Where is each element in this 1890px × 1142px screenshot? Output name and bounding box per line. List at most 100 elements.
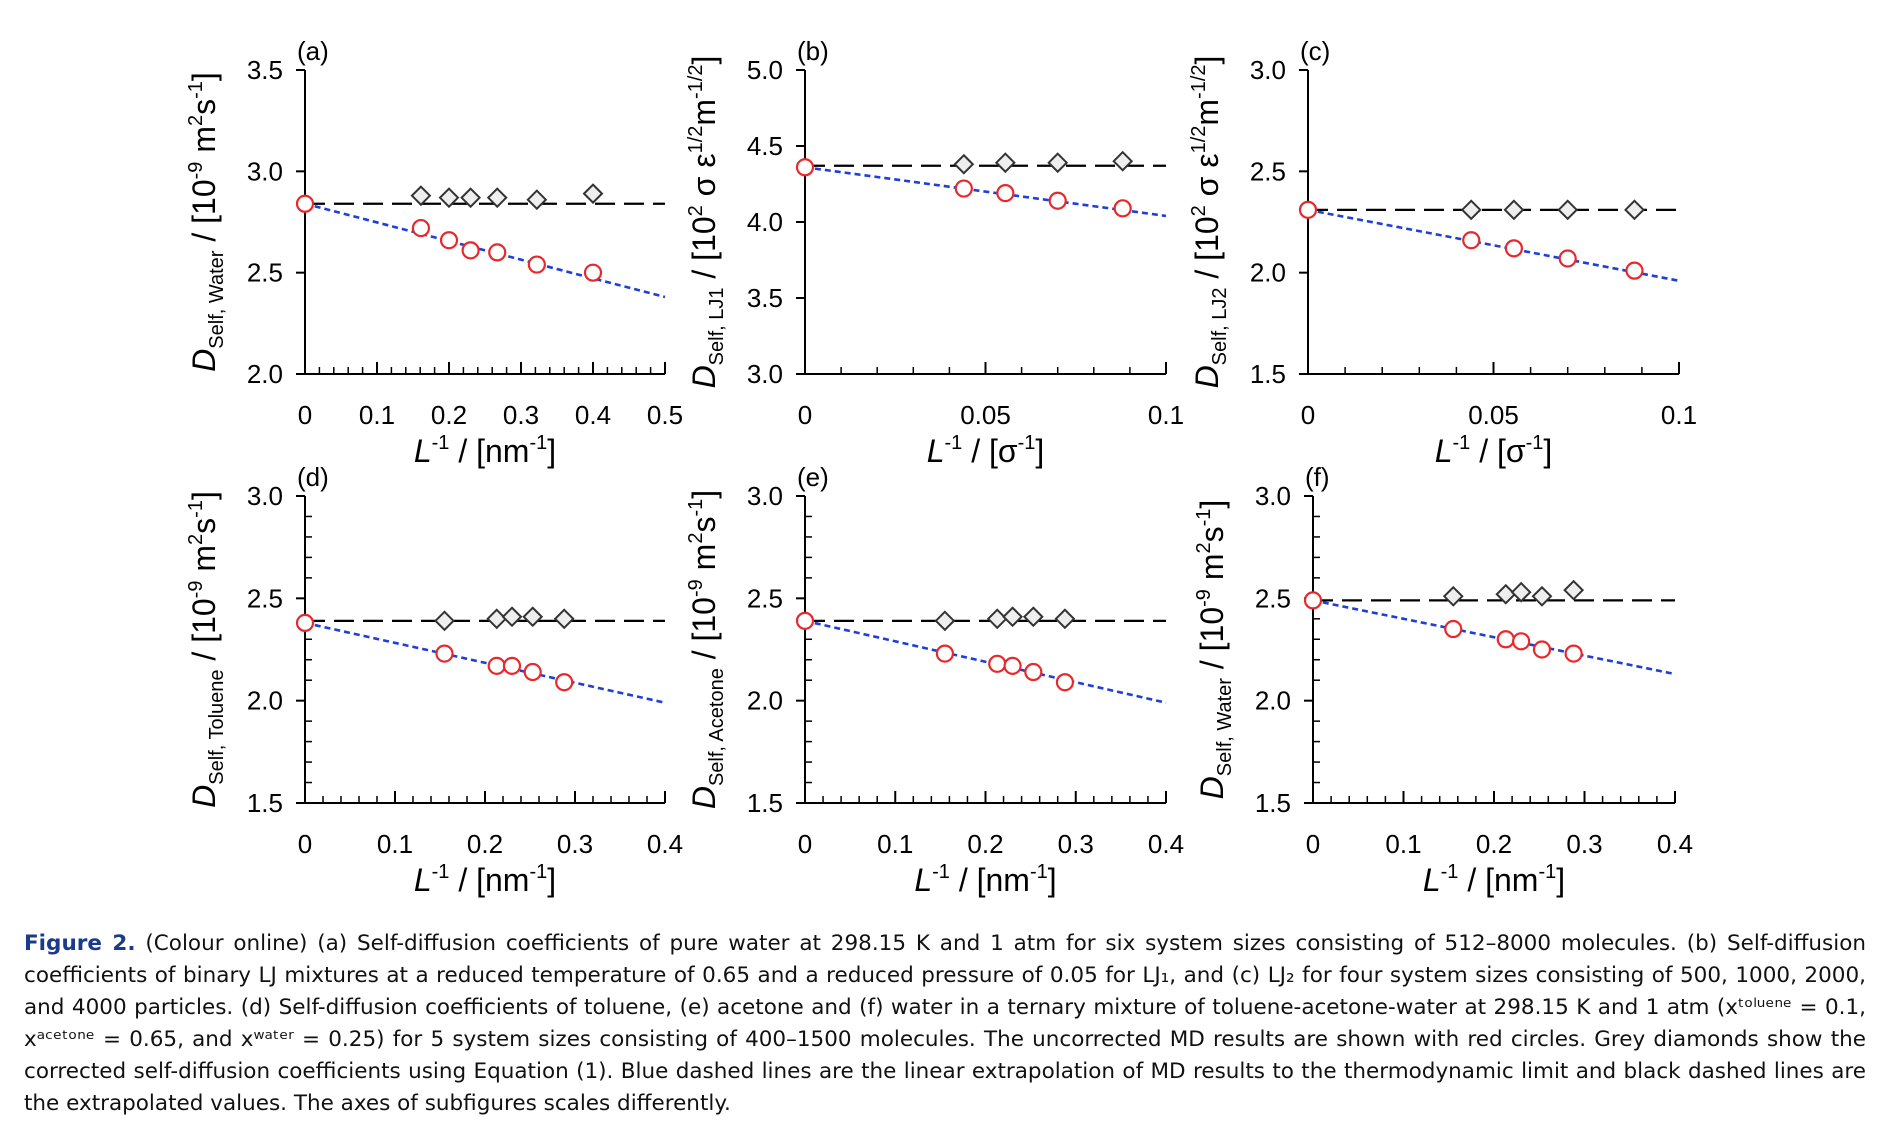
y-axis-title-var: D — [686, 365, 722, 388]
md-result-circle — [411, 218, 431, 238]
x-axis-title-sup: -1 — [932, 861, 950, 883]
corrected-diamond — [1510, 581, 1532, 603]
x-axis-title-sup2: -1 — [1526, 432, 1544, 454]
md-result-circle — [435, 644, 454, 663]
md-result-circle — [1558, 249, 1577, 268]
x-tick-label: 0.3 — [503, 400, 539, 430]
x-tick-label: 0 — [1306, 829, 1320, 859]
y-axis-title: DSelf, Water / [10-9 m2s-1] — [1193, 500, 1236, 800]
md-result-circle — [295, 194, 315, 213]
y-axis-title-text3: s — [186, 518, 222, 534]
y-tick-label: 3.0 — [747, 359, 783, 389]
x-tick-label: 0.1 — [1148, 400, 1184, 430]
y-tick-label: 2.5 — [247, 258, 283, 288]
y-axis-title-sup3: -1 — [185, 500, 207, 518]
x-tick-label: 0.4 — [1148, 829, 1184, 859]
y-axis-title-sup2: 2 — [185, 534, 207, 545]
y-axis-title-sup3: -1/2 — [685, 64, 707, 98]
corrected-diamond — [582, 183, 604, 205]
corrected-diamond — [486, 608, 508, 630]
x-tick-label: 0.05 — [1468, 400, 1519, 430]
y-tick-label: 3.0 — [1255, 481, 1291, 511]
md-result-circle — [461, 241, 480, 260]
corrected-diamond — [1442, 585, 1464, 607]
x-axis-title-var: L — [1435, 433, 1453, 469]
chart-panel-1: 2.02.53.03.50 0.1 0.2 0.3 0.4 0.5(a)L-1 / [nm… — [185, 36, 683, 469]
x-tick-label: 0.4 — [647, 829, 683, 859]
y-axis-title: DSelf, Acetone / [10-9 m2s-1] — [685, 490, 728, 809]
corrected-diamond — [1047, 152, 1069, 174]
x-axis-title-var: L — [1423, 862, 1441, 898]
y-axis-title: DSelf, LJ2 / [102 σ ε1/2m-1/2] — [1188, 56, 1231, 389]
md-result-circle — [527, 255, 546, 274]
x-axis-title-var: L — [927, 433, 945, 469]
y-tick-label: 4.5 — [747, 131, 783, 161]
y-tick-label: 1.5 — [247, 788, 283, 818]
x-axis-title-sup: -1 — [432, 432, 450, 454]
y-axis-title-var: D — [186, 349, 222, 372]
y-axis-title-end: ] — [186, 491, 222, 500]
md-result-circle — [1003, 656, 1022, 675]
corrected-diamond — [1112, 150, 1134, 172]
linear-fit-line — [804, 619, 1167, 704]
x-axis-title-text: / [σ — [1470, 433, 1526, 469]
y-axis-title-sup2: 1/2 — [1188, 126, 1210, 154]
x-axis-title-text: / [nm — [449, 862, 529, 898]
x-axis-title: L-1 / [σ-1] — [1435, 432, 1553, 469]
y-tick-label: 2.0 — [247, 359, 283, 389]
x-axis-title-end: ] — [1543, 433, 1552, 469]
corrected-diamond — [460, 187, 482, 209]
x-tick-label: 0.4 — [1657, 829, 1693, 859]
y-axis-title-sub: Self, LJ2 — [1209, 287, 1231, 365]
x-axis-title-var: L — [414, 862, 432, 898]
panel-label: (e) — [797, 462, 829, 492]
x-tick-label: 0.3 — [1566, 829, 1602, 859]
y-axis-title-text: / [10 — [686, 597, 722, 668]
md-result-circle — [439, 231, 459, 250]
md-result-circle — [1504, 239, 1524, 258]
x-axis-title-sup2: -1 — [1030, 861, 1048, 883]
corrected-diamond — [1563, 579, 1585, 601]
x-tick-label: 0 — [298, 400, 312, 430]
y-axis-title-sup: 2 — [1188, 205, 1210, 216]
md-result-circle — [795, 611, 815, 630]
md-result-circle — [1298, 200, 1318, 219]
y-tick-label: 2.5 — [747, 583, 783, 613]
md-result-circle — [523, 662, 542, 682]
y-axis-title-sup3: -1 — [185, 81, 207, 99]
x-axis-title-sup: -1 — [1441, 861, 1459, 883]
y-axis-title-sup2: 2 — [185, 115, 207, 126]
md-result-circle — [1055, 673, 1075, 692]
x-axis-title-sup: -1 — [432, 861, 450, 883]
x-tick-label: 0.1 — [1385, 829, 1421, 859]
y-tick-label: 2.5 — [247, 583, 283, 613]
y-axis-title-sup: -9 — [185, 162, 207, 180]
x-axis-title-text: / [nm — [1458, 862, 1538, 898]
y-axis-title-text3: s — [1194, 526, 1230, 542]
md-result-circle — [1024, 662, 1043, 682]
y-axis-title-text3: m — [1189, 99, 1225, 126]
y-axis-title-sup3: -1/2 — [1188, 64, 1210, 98]
corrected-diamond — [553, 608, 575, 630]
corrected-diamond — [934, 610, 956, 632]
x-tick-label: 0.4 — [575, 400, 611, 430]
corrected-diamond — [986, 608, 1008, 630]
corrected-diamond — [994, 152, 1016, 174]
x-axis-title: L-1 / [nm-1] — [1423, 861, 1565, 898]
y-axis-title-end: ] — [1194, 500, 1230, 509]
y-tick-label: 3.5 — [747, 283, 783, 313]
x-axis-title-end: ] — [1556, 862, 1565, 898]
x-axis-title: L-1 / [nm-1] — [414, 861, 556, 898]
y-tick-label: 2.0 — [1255, 686, 1291, 716]
y-axis-title-text: / [10 — [1194, 607, 1230, 678]
y-axis-title-text: / [10 — [186, 598, 222, 669]
x-axis-title-end: ] — [1048, 862, 1057, 898]
md-result-circle — [488, 243, 507, 262]
corrected-diamond — [1054, 608, 1076, 630]
x-tick-label: 0 — [798, 829, 812, 859]
figure-caption: Figure 2. (Colour online) (a) Self-diffu… — [24, 928, 1866, 1120]
y-axis-title-text2: σ ε — [1189, 153, 1225, 205]
figure-2-panels: 2.02.53.03.50 0.1 0.2 0.3 0.4 0.5(a)L-1 / [nm… — [185, 36, 1697, 898]
linear-fit-line — [1312, 599, 1676, 676]
y-tick-label: 3.0 — [1250, 55, 1286, 85]
